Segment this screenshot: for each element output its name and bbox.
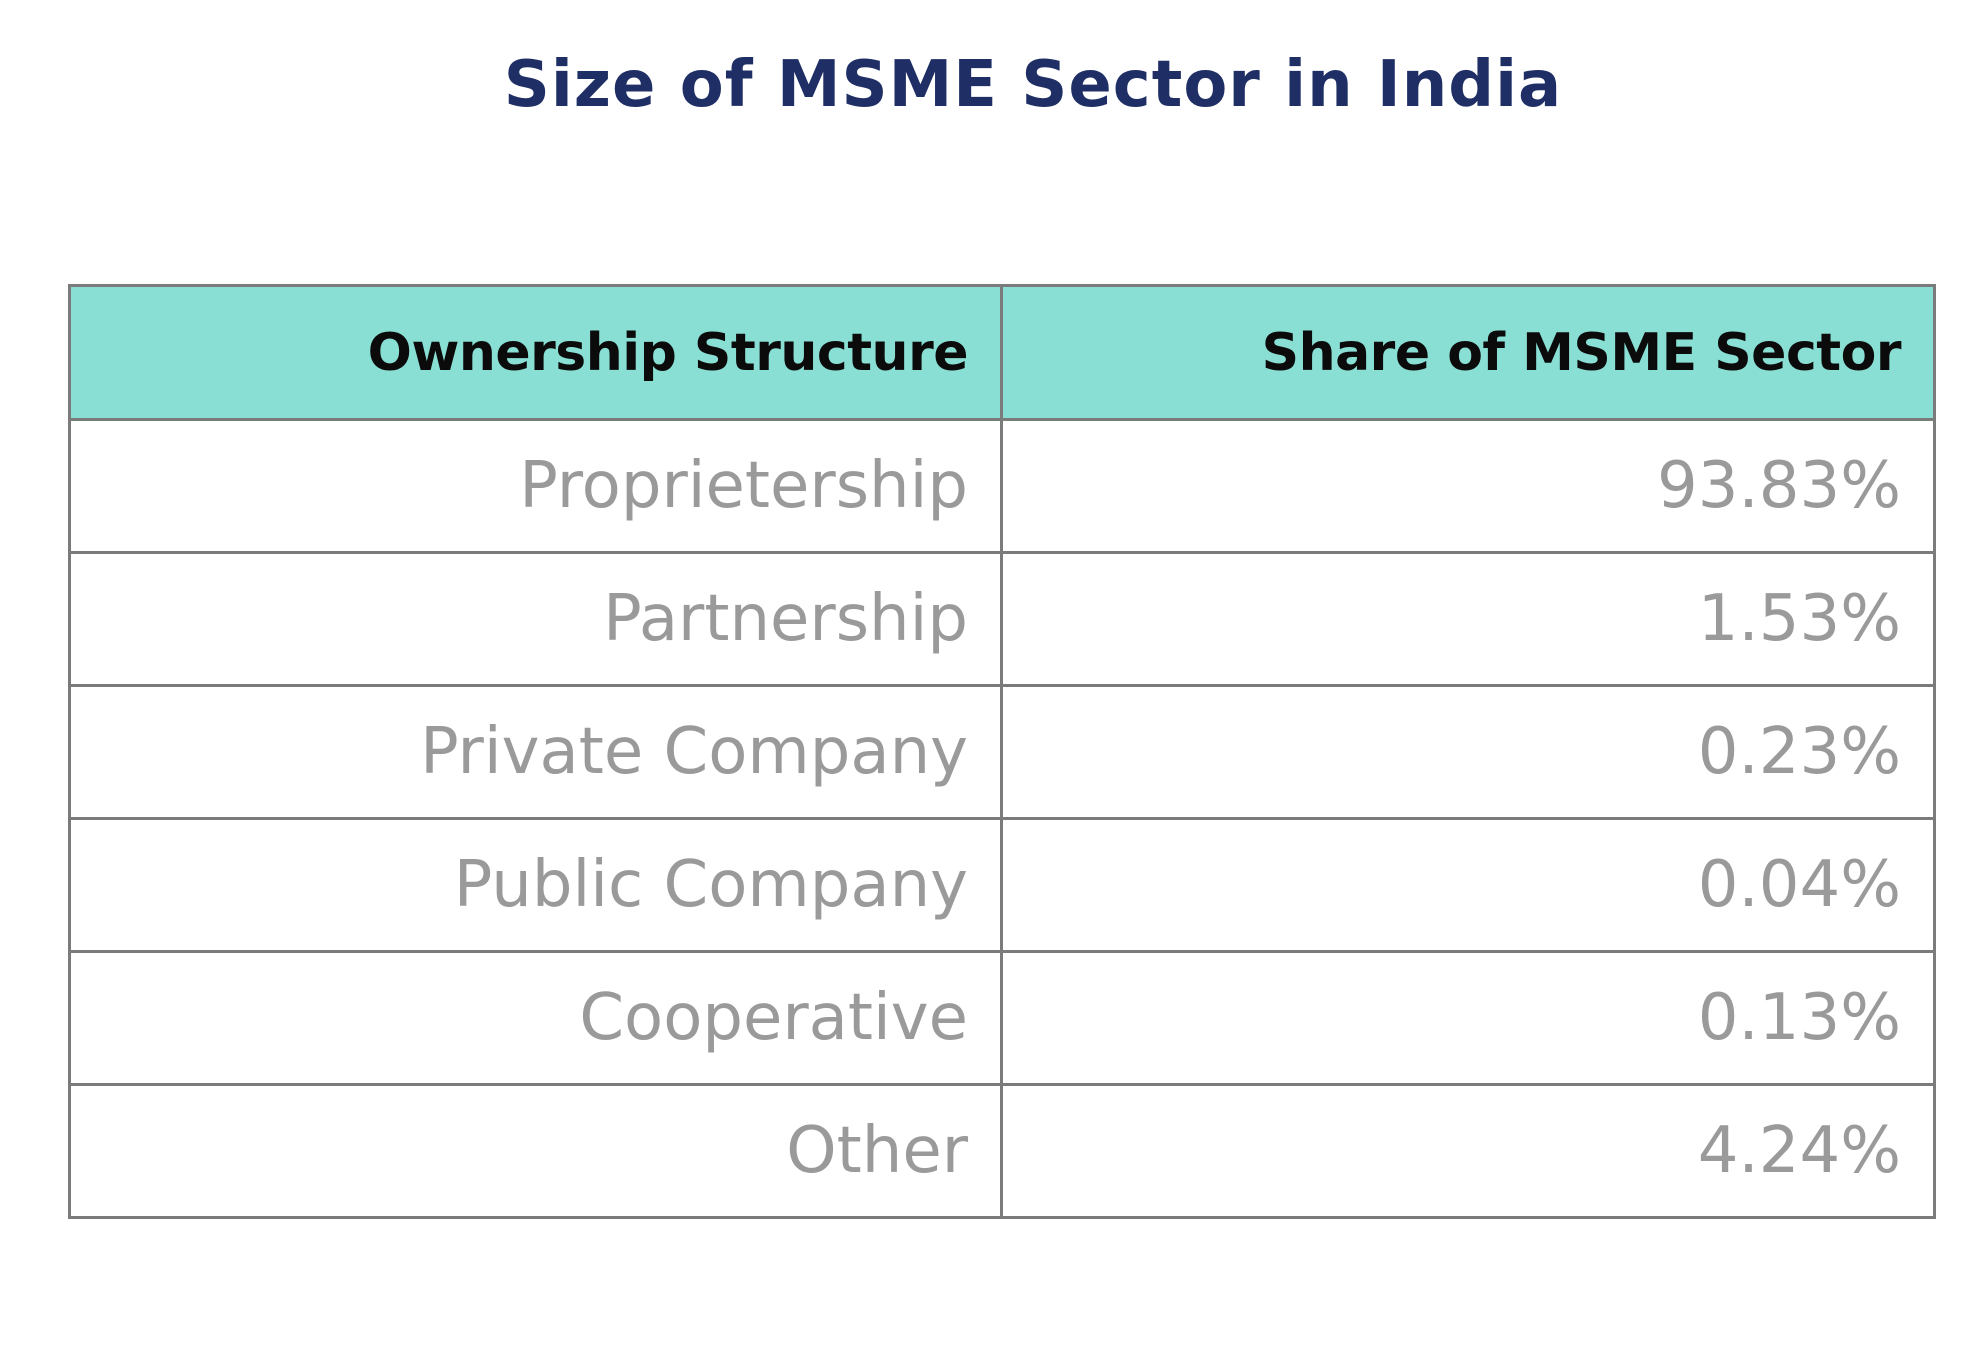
table-row: Other 4.24%	[68, 1083, 1936, 1219]
ownership-cell: Proprietership	[68, 418, 1003, 554]
table-row: Cooperative 0.13%	[68, 950, 1936, 1086]
column-header-share-of-msme-sector: Share of MSME Sector	[1000, 284, 1936, 421]
ownership-cell: Other	[68, 1083, 1003, 1219]
table-row: Partnership 1.53%	[68, 551, 1936, 687]
ownership-cell: Cooperative	[68, 950, 1003, 1086]
msme-table-container: Ownership Structure Share of MSME Sector…	[68, 284, 1936, 1219]
table-header-row: Ownership Structure Share of MSME Sector	[68, 284, 1936, 421]
ownership-cell: Partnership	[68, 551, 1003, 687]
chart-title: Size of MSME Sector in India	[503, 48, 1563, 122]
table-row: Private Company 0.23%	[68, 684, 1936, 820]
ownership-cell: Private Company	[68, 684, 1003, 820]
table-row: Proprietership 93.83%	[68, 418, 1936, 554]
table-row: Public Company 0.04%	[68, 817, 1936, 953]
column-header-ownership-structure: Ownership Structure	[68, 284, 1003, 421]
share-cell: 0.04%	[1000, 817, 1936, 953]
share-cell: 4.24%	[1000, 1083, 1936, 1219]
share-cell: 0.13%	[1000, 950, 1936, 1086]
ownership-cell: Public Company	[68, 817, 1003, 953]
share-cell: 1.53%	[1000, 551, 1936, 687]
msme-ownership-table: Ownership Structure Share of MSME Sector…	[68, 284, 1936, 1219]
share-cell: 0.23%	[1000, 684, 1936, 820]
share-cell: 93.83%	[1000, 418, 1936, 554]
